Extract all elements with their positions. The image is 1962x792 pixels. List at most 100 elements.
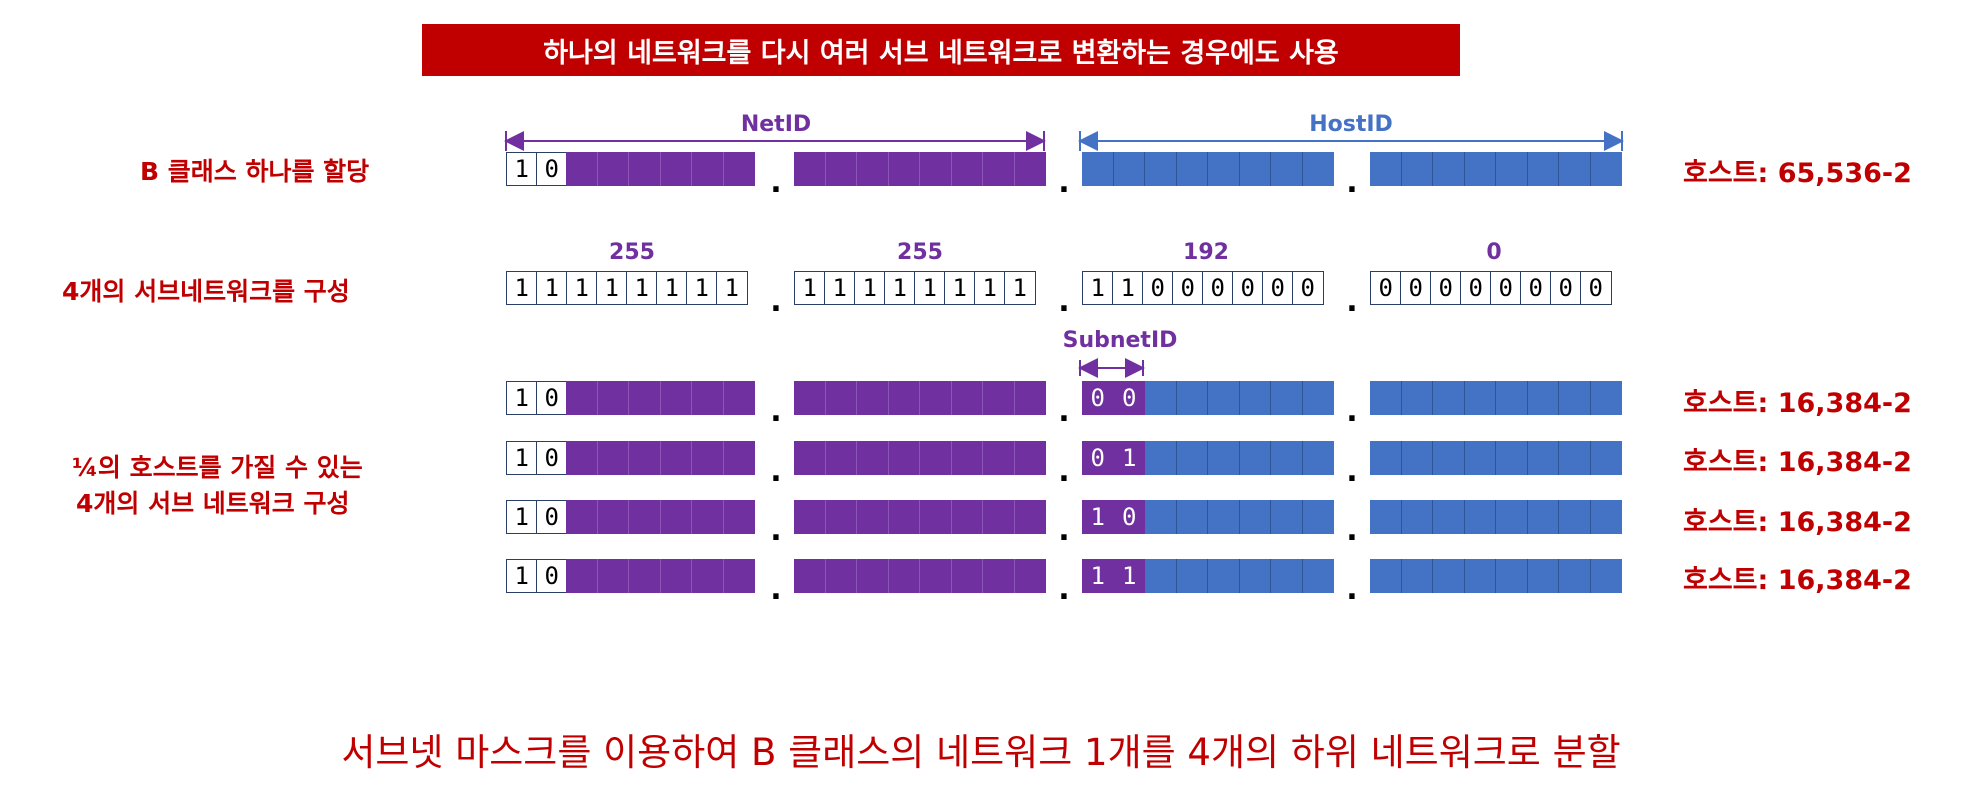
subnet-host-count: 호스트: 16,384-2 — [1683, 507, 1912, 538]
hostid-bit-cell — [1239, 381, 1271, 415]
octet-3 — [1082, 152, 1334, 186]
octet-separator-dot: . — [1346, 513, 1358, 548]
mask-bit-cell: 1 — [914, 271, 946, 305]
netid-bit-cell — [597, 381, 629, 415]
hostid-bit-cell — [1433, 500, 1465, 534]
hostid-bit-cell — [1527, 500, 1559, 534]
mask-bit-cell: 1 — [1112, 271, 1144, 305]
hostid-bit-cell — [1271, 381, 1303, 415]
octet-separator-dot: . — [1346, 284, 1358, 319]
mask-row: 1 1 1 1 1 1 1 1 . 1 1 1 1 1 1 1 1 . 1 1 … — [506, 271, 1622, 319]
netid-bit-cell — [566, 152, 598, 186]
mask-bit-cell: 1 — [794, 271, 826, 305]
netid-bit-cell — [566, 441, 598, 475]
mask-bit-cell: 0 — [1232, 271, 1264, 305]
hostid-bit-cell — [1496, 559, 1528, 593]
bit-cell: 0 — [536, 152, 568, 186]
netid-bit-cell — [951, 152, 983, 186]
netid-bit-cell — [857, 152, 889, 186]
netid-bit-cell — [723, 559, 755, 593]
netid-bit-cell — [951, 500, 983, 534]
netid-bit-cell — [951, 381, 983, 415]
subnets-label-line1: ¼의 호스트를 가질 수 있는 — [72, 453, 363, 482]
octet-2 — [794, 381, 1046, 415]
hostid-bit-cell — [1496, 152, 1528, 186]
netid-bit-cell — [983, 441, 1015, 475]
hostid-bit-cell — [1433, 441, 1465, 475]
netid-bit-cell — [920, 441, 952, 475]
subnet-bit-cell: 1 — [1082, 559, 1114, 593]
octet-4 — [1370, 441, 1622, 475]
netid-bit-cell — [692, 500, 724, 534]
netid-bit-cell — [629, 500, 661, 534]
hostid-bit-cell — [1271, 500, 1303, 534]
hostid-bit-cell — [1176, 152, 1208, 186]
netid-bit-cell — [629, 381, 661, 415]
mask-octet-1: 1 1 1 1 1 1 1 1 — [506, 271, 758, 305]
bit-cell: 1 — [506, 559, 538, 593]
octet-separator-dot: . — [1058, 454, 1070, 489]
netid-bit-cell — [951, 441, 983, 475]
mask-bit-cell: 1 — [536, 271, 568, 305]
netid-bit-cell — [794, 500, 826, 534]
octet-separator-dot: . — [1346, 572, 1358, 607]
hostid-bit-cell — [1176, 500, 1208, 534]
netid-bit-cell — [825, 500, 857, 534]
hostid-bit-cell — [1302, 152, 1334, 186]
octet-separator-dot: . — [1058, 572, 1070, 607]
hostid-bit-cell — [1145, 441, 1177, 475]
octet-4 — [1370, 152, 1622, 186]
octet-separator-dot: . — [1058, 284, 1070, 319]
subnet-bit-cell: 1 — [1113, 559, 1145, 593]
mask-octet-3: 1 1 0 0 0 0 0 0 — [1082, 271, 1334, 305]
hostid-bit-cell — [1527, 441, 1559, 475]
netid-bit-cell — [888, 381, 920, 415]
mask-bit-cell: 1 — [686, 271, 718, 305]
netid-bit-cell — [566, 500, 598, 534]
class-b-address-row: 1 0 . . — [506, 152, 1622, 200]
subnet-bit-cell: 0 — [1082, 381, 1114, 415]
mask-bit-cell: 0 — [1490, 271, 1522, 305]
mask-bit-cell: 1 — [566, 271, 598, 305]
hostid-bit-cell — [1370, 441, 1402, 475]
hostid-bit-cell — [1176, 559, 1208, 593]
hostid-bit-cell — [1208, 381, 1240, 415]
hostid-bit-cell — [1401, 500, 1433, 534]
netid-bit-cell — [920, 381, 952, 415]
mask-bit-cell: 1 — [884, 271, 916, 305]
netid-bit-cell — [825, 381, 857, 415]
class-b-label: B 클래스 하나를 할당 — [140, 157, 370, 186]
bit-cell: 1 — [506, 381, 538, 415]
hostid-label: HostID — [1309, 112, 1393, 137]
octet-separator-dot: . — [770, 165, 782, 200]
netid-bit-cell — [983, 381, 1015, 415]
mask-bit-cell: 0 — [1292, 271, 1324, 305]
subnet-bit-cell: 0 — [1113, 381, 1145, 415]
mask-bit-cell: 0 — [1400, 271, 1432, 305]
hostid-bit-cell — [1239, 559, 1271, 593]
netid-bit-cell — [723, 441, 755, 475]
netid-bit-cell — [794, 381, 826, 415]
hostid-bit-cell — [1401, 381, 1433, 415]
netid-bit-cell — [723, 152, 755, 186]
hostid-bit-cell — [1527, 381, 1559, 415]
netid-bit-cell — [660, 441, 692, 475]
octet-separator-dot: . — [770, 284, 782, 319]
bit-cell: 0 — [536, 441, 568, 475]
hostid-bit-cell — [1208, 441, 1240, 475]
subnets-label-line2: 4개의 서브 네트워크 구성 — [76, 489, 350, 518]
hostid-bit-cell — [1433, 152, 1465, 186]
octet-1: 1 0 — [506, 152, 758, 186]
mask-bit-cell: 0 — [1520, 271, 1552, 305]
hostid-bit-cell — [1370, 500, 1402, 534]
subnetid-label: SubnetID — [1062, 328, 1178, 353]
hostid-bit-cell — [1464, 500, 1496, 534]
